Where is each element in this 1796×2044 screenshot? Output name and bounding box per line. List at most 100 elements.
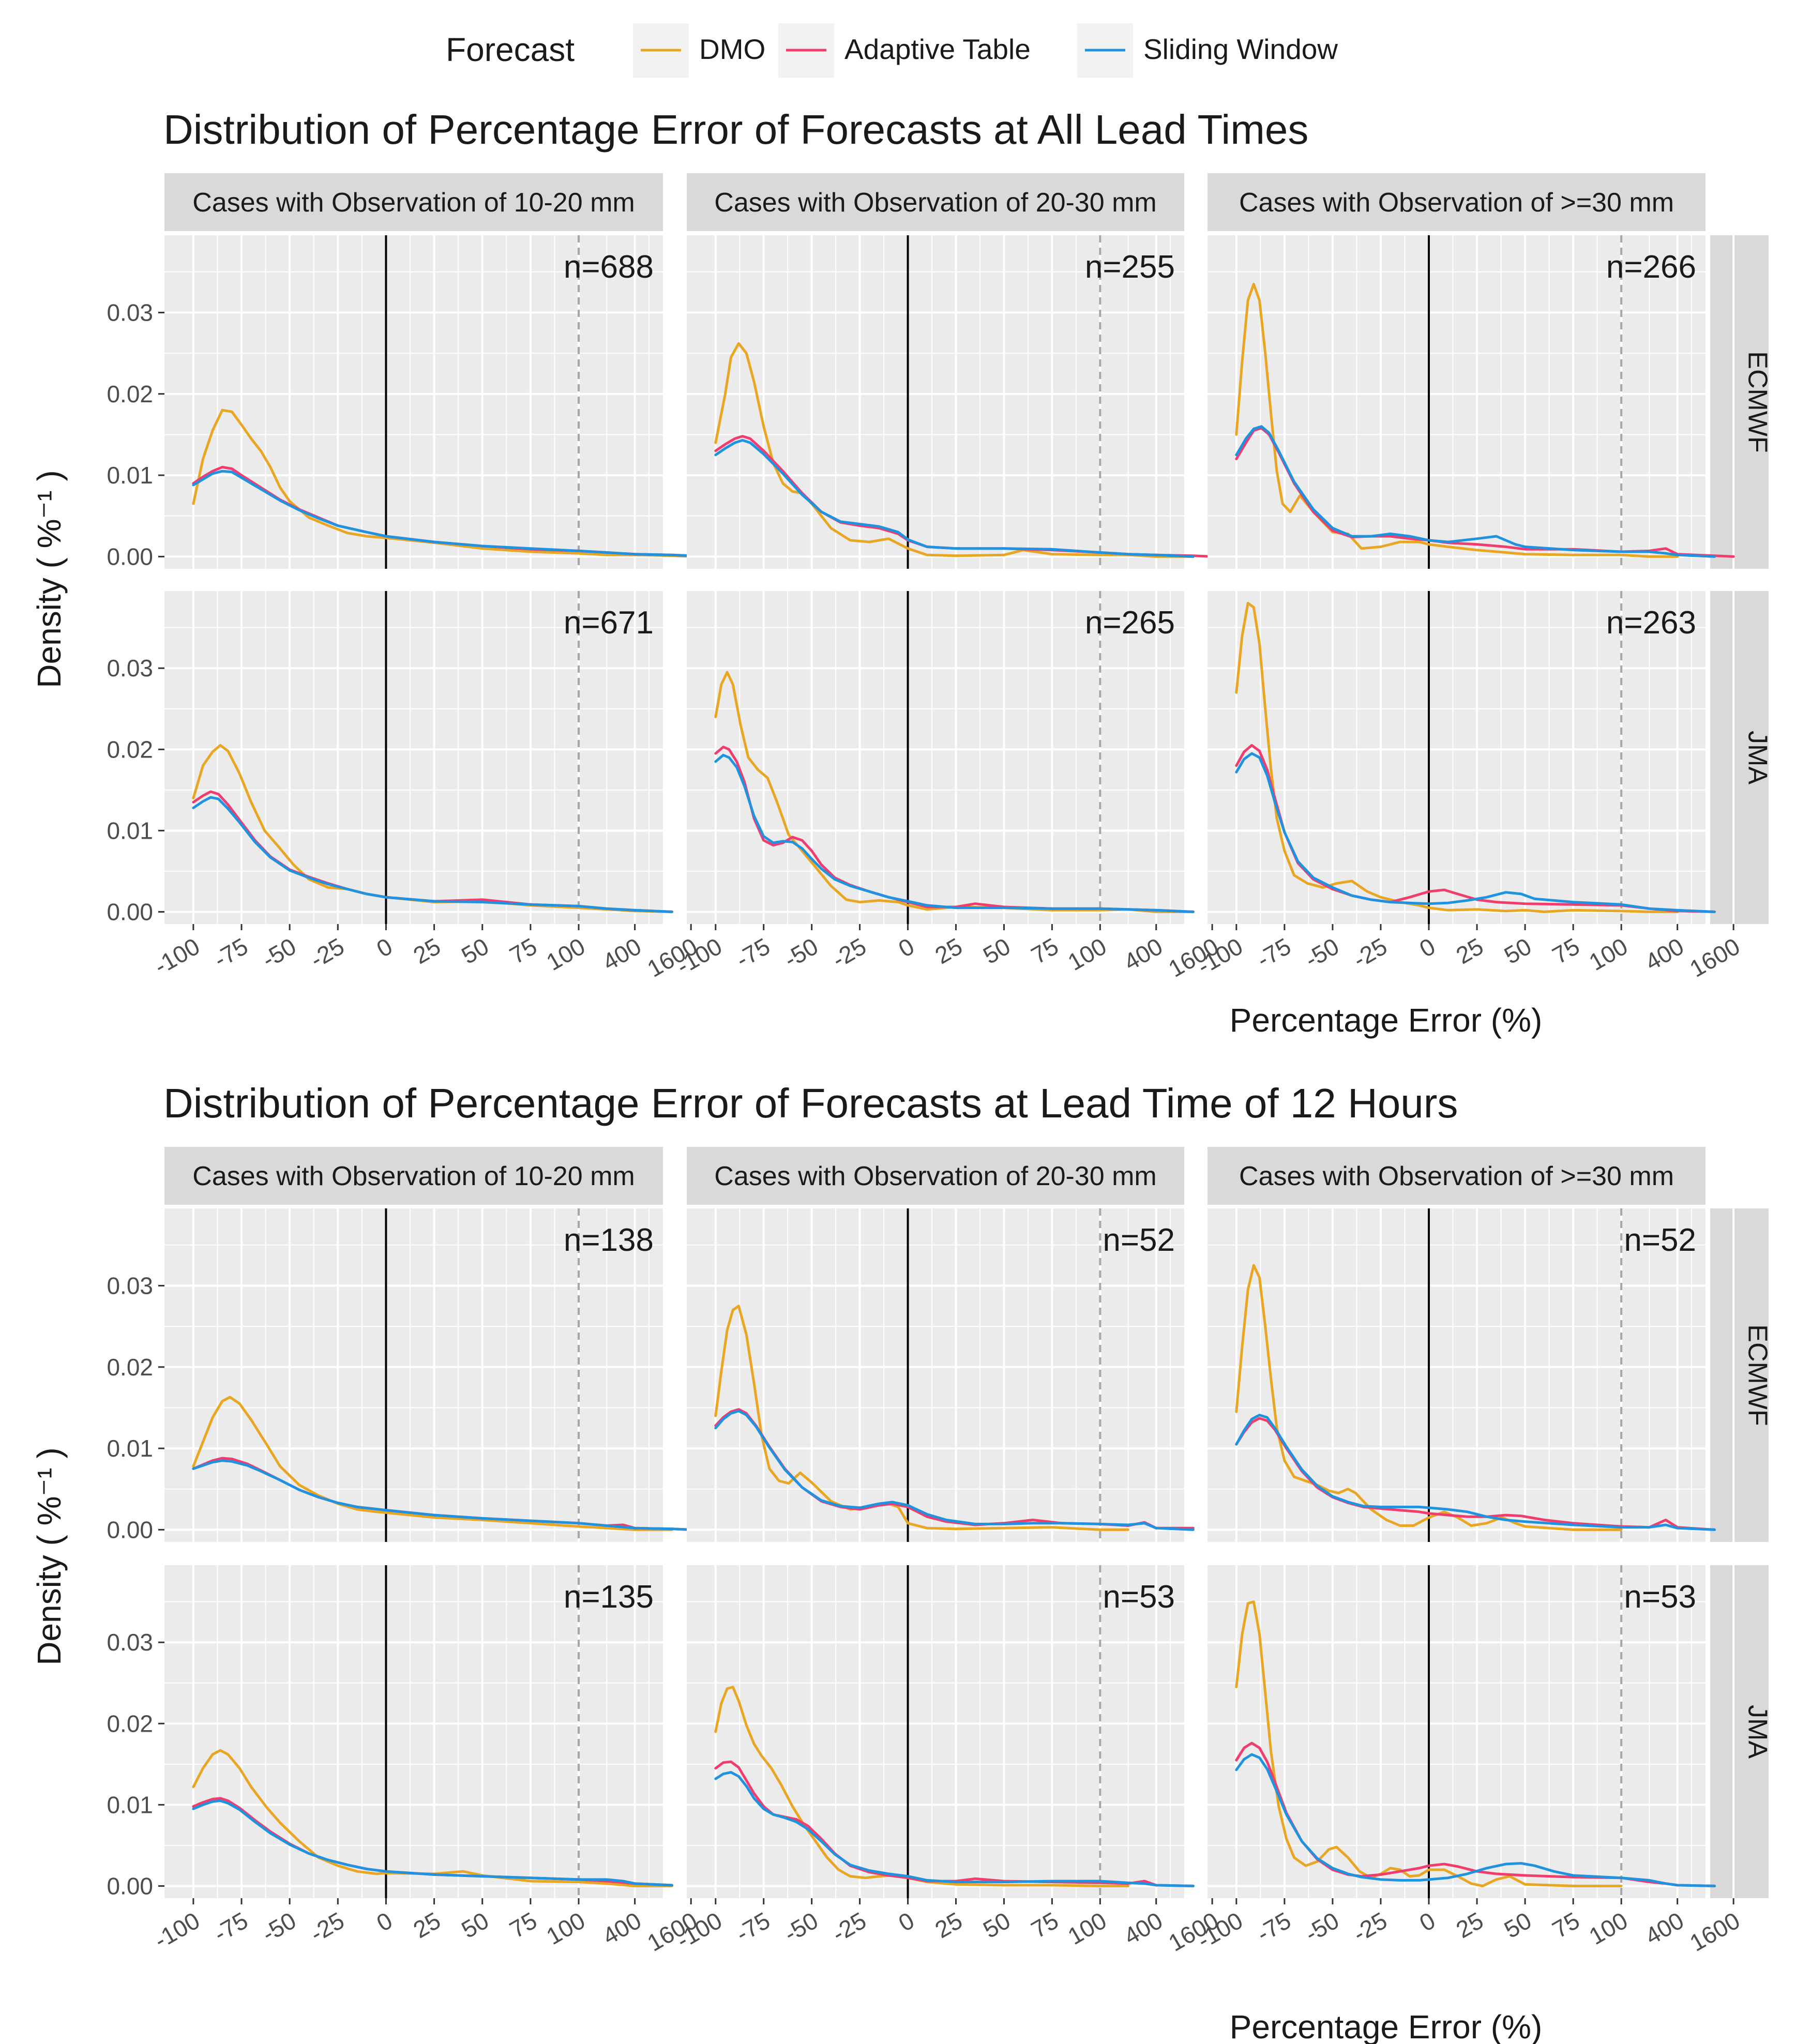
chart-title-all-lead-times: Distribution of Percentage Error of Fore… — [163, 107, 1308, 153]
chart-title-lead-12h: Distribution of Percentage Error of Fore… — [163, 1080, 1458, 1126]
y-tick-label: 0.00 — [107, 543, 153, 570]
density-line-sliding-window — [1235, 1414, 1716, 1531]
panel-ecmwf-cases-with-observation-of-10-20-mm: n=688 — [164, 235, 692, 569]
panel-background — [1208, 591, 1706, 924]
y-axis-label-all-lead-times: Density ( %⁻¹ ) — [31, 470, 68, 688]
y-tick-label: 0.00 — [107, 1516, 153, 1543]
sample-size-label: n=52 — [1624, 1222, 1696, 1258]
sample-size-label: n=265 — [1085, 605, 1175, 641]
density-line-sliding-window — [192, 1459, 692, 1531]
legend: Forecast DMO Adaptive Table Sliding Wind… — [446, 23, 1338, 78]
density-line-dmo — [192, 1749, 673, 1887]
column-strip-label: Cases with Observation of 20-30 mm — [714, 188, 1156, 218]
density-line-sliding-window — [714, 438, 1195, 558]
panel-background — [687, 591, 1184, 924]
density-line-dmo — [714, 671, 1195, 913]
sample-size-label: n=135 — [564, 1579, 654, 1615]
panel-jma-cases-with-observation-of-20-30-mm: n=53 — [687, 1565, 1214, 1898]
y-tick-label: 0.02 — [107, 381, 153, 407]
density-line-sliding-window — [1235, 752, 1716, 913]
density-line-dmo — [714, 1305, 1129, 1531]
column-strip-label: Cases with Observation of >=30 mm — [1239, 188, 1674, 218]
sample-size-label: n=671 — [564, 605, 654, 641]
panel-ecmwf-cases-with-observation-of-20-30-mm: n=52 — [687, 1208, 1214, 1542]
sample-size-label: n=53 — [1624, 1579, 1696, 1615]
x-axis-label-lead-12h: Percentage Error (%) — [1230, 2008, 1543, 2044]
panel-background — [164, 591, 663, 924]
row-strip-label: JMA — [1743, 731, 1773, 784]
x-axis-label-all-lead-times: Percentage Error (%) — [1230, 1002, 1543, 1039]
panel-ecmwf-cases-with-observation-of-30-mm: n=52 — [1208, 1208, 1735, 1542]
panel-background — [164, 235, 663, 569]
legend-label-dmo: DMO — [699, 33, 765, 65]
column-strip-cases-with-observation-of-30-mm — [1208, 173, 1706, 231]
column-strip-cases-with-observation-of-10-20-mm — [164, 1147, 663, 1205]
facet-panels: Cases with Observation of 10-20 mm Cases … — [107, 173, 1773, 1957]
y-tick-label: 0.00 — [107, 1872, 153, 1899]
density-line-sliding-window — [714, 1410, 1195, 1531]
row-strip-jma — [1710, 591, 1769, 924]
column-strip-label: Cases with Observation of 20-30 mm — [714, 1161, 1156, 1191]
column-strip-cases-with-observation-of-20-30-mm — [687, 1147, 1184, 1205]
density-line-sliding-window — [1235, 425, 1716, 558]
density-line-sliding-window — [1235, 1753, 1716, 1887]
legend-title: Forecast — [446, 31, 575, 68]
panel-jma-cases-with-observation-of-30-mm: n=53 — [1208, 1565, 1735, 1898]
row-strip-label: ECMWF — [1743, 1324, 1773, 1426]
column-strip-label: Cases with Observation of >=30 mm — [1239, 1161, 1674, 1191]
sample-size-label: n=53 — [1103, 1579, 1175, 1615]
panel-ecmwf-cases-with-observation-of-20-30-mm: n=255 — [687, 235, 1214, 569]
y-tick-label: 0.02 — [107, 736, 153, 763]
sample-size-label: n=52 — [1103, 1222, 1175, 1258]
panel-background — [164, 1208, 663, 1542]
panel-background — [687, 1208, 1184, 1542]
density-line-dmo — [1235, 602, 1679, 913]
panel-jma-cases-with-observation-of-10-20-mm: n=135 — [164, 1565, 692, 1898]
figure-1: Cases with Observation of 10-20 mm Cases … — [107, 173, 1773, 982]
column-strip-cases-with-observation-of-30-mm — [1208, 1147, 1706, 1205]
y-tick-label: 0.01 — [107, 462, 153, 489]
legend-label-adaptive-table: Adaptive Table — [844, 33, 1031, 65]
y-tick-label: 0.02 — [107, 1710, 153, 1737]
sample-size-label: n=138 — [564, 1222, 654, 1258]
density-line-sliding-window — [192, 470, 692, 557]
density-line-dmo — [1235, 1264, 1623, 1531]
panel-background — [687, 1565, 1184, 1898]
row-strip-ecmwf — [1710, 235, 1769, 569]
panel-background — [164, 1565, 663, 1898]
sample-size-label: n=688 — [564, 249, 654, 285]
row-strip-label: JMA — [1743, 1705, 1773, 1759]
y-tick-label: 0.03 — [107, 1272, 153, 1299]
panel-background — [1208, 1208, 1706, 1542]
density-line-dmo — [192, 408, 692, 558]
density-line-sliding-window — [192, 796, 673, 913]
legend-label-sliding-window: Sliding Window — [1143, 33, 1338, 65]
column-strip-label: Cases with Observation of 10-20 mm — [192, 1161, 635, 1191]
panel-jma-cases-with-observation-of-20-30-mm: n=265 — [687, 591, 1214, 924]
legend-key-adaptive-table — [778, 23, 834, 78]
sample-size-label: n=255 — [1085, 249, 1175, 285]
row-strip-jma — [1710, 1565, 1769, 1898]
y-tick-label: 0.00 — [107, 898, 153, 925]
density-line-sliding-window — [714, 753, 1195, 913]
y-tick-label: 0.01 — [107, 1791, 153, 1818]
density-line-dmo — [714, 1686, 1129, 1887]
y-tick-label: 0.01 — [107, 1435, 153, 1462]
density-line-sliding-window — [714, 1771, 1195, 1887]
figure-2: Cases with Observation of 10-20 mm Cases … — [107, 1147, 1773, 1957]
y-axis-label-lead-12h: Density ( %⁻¹ ) — [31, 1447, 68, 1665]
row-strip-ecmwf — [1710, 1208, 1769, 1542]
panel-jma-cases-with-observation-of-10-20-mm: n=671 — [164, 591, 692, 924]
row-strip-label: ECMWF — [1743, 351, 1773, 452]
y-tick-label: 0.03 — [107, 1629, 153, 1656]
panel-background — [687, 235, 1184, 569]
panel-jma-cases-with-observation-of-30-mm: n=263 — [1208, 591, 1735, 924]
panel-ecmwf-cases-with-observation-of-30-mm: n=266 — [1208, 235, 1735, 569]
y-tick-label: 0.01 — [107, 817, 153, 844]
column-strip-cases-with-observation-of-10-20-mm — [164, 173, 663, 231]
density-line-dmo — [1235, 1600, 1623, 1887]
y-tick-label: 0.02 — [107, 1354, 153, 1381]
density-line-dmo — [714, 342, 1195, 558]
sample-size-label: n=266 — [1606, 249, 1696, 285]
